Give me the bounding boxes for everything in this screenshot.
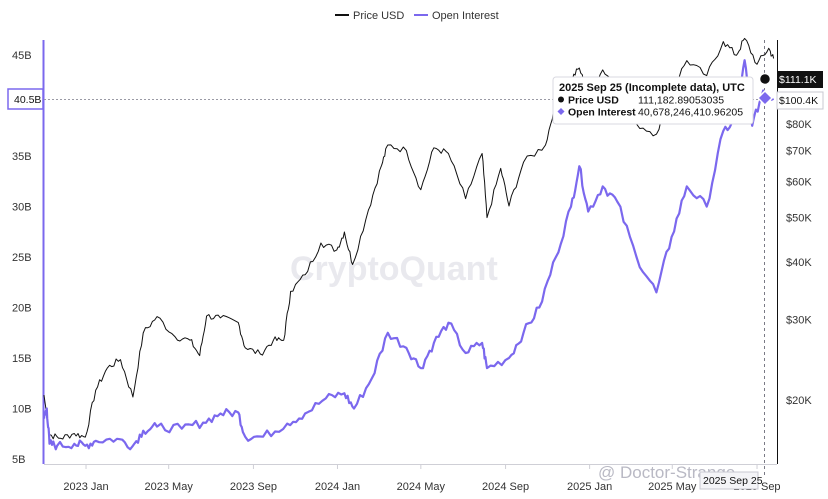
series-layer	[42, 37, 775, 451]
tooltip: 2025 Sep 25 (Incomplete data), UTC Price…	[552, 76, 754, 125]
x-tick-label: 2024 Jan	[315, 481, 360, 493]
x-cursor-label: 2025 Sep 25	[703, 475, 763, 487]
legend-oi-label[interactable]: Open Interest	[432, 10, 499, 22]
price-usd-line	[43, 37, 775, 440]
x-tick-label: 2025 Jan	[567, 481, 612, 493]
right-oi-badge-text: $100.4K	[779, 95, 818, 107]
x-tick-label: 2023 Sep	[230, 481, 277, 493]
left-tick-label: 35B	[12, 151, 32, 163]
left-tick-label: 10B	[12, 403, 32, 415]
x-tick-label: 2024 May	[397, 481, 446, 493]
left-value-badge: 40.5B	[7, 88, 44, 110]
left-axis-ticks: 5B 10B 15B 20B 25B 30B 35B 45B	[12, 50, 32, 466]
watermark-brand: CryptoQuant	[290, 250, 498, 288]
right-tick-label: $70K	[786, 146, 812, 158]
tooltip-oi-dot	[557, 107, 565, 116]
right-tick-label: $80K	[786, 119, 812, 131]
left-badge-text: 40.5B	[14, 94, 41, 106]
left-tick-label: 25B	[12, 252, 32, 264]
legend[interactable]: Price USD Open Interest	[335, 10, 499, 22]
x-axis-ticks: 2023 Jan 2023 May 2023 Sep 2024 Jan 2024 May…	[63, 464, 781, 493]
tooltip-price-label: Price USD	[568, 95, 619, 107]
left-tick-label: 30B	[12, 202, 32, 214]
right-oi-badge: $100.4K	[776, 91, 824, 110]
tooltip-oi-value: 40,678,246,410.96205	[638, 107, 743, 119]
right-price-badge-text: $111.1K	[779, 74, 817, 86]
right-tick-label: $50K	[786, 213, 812, 225]
right-axis-ticks: $20K$30K$40K$50K$60K$70K$80K$90K	[786, 96, 812, 407]
oi-hover-marker	[756, 89, 774, 107]
x-tick-label: 2025 May	[648, 481, 697, 493]
tooltip-price-dot	[558, 96, 564, 103]
x-cursor-badge: 2025 Sep 25	[699, 471, 763, 490]
tooltip-price-value: 111,182.89053035	[638, 95, 724, 107]
open-interest-line	[42, 59, 775, 451]
right-price-badge: $111.1K	[777, 71, 823, 88]
legend-price-label[interactable]: Price USD	[353, 10, 404, 22]
right-tick-label: $40K	[786, 257, 812, 269]
x-tick-label: 2024 Sep	[482, 481, 529, 493]
right-tick-label: $30K	[786, 314, 812, 326]
left-tick-label: 15B	[12, 353, 32, 365]
left-tick-label: 5B	[12, 454, 25, 466]
tooltip-box	[552, 76, 754, 125]
right-tick-label: $60K	[786, 176, 812, 188]
price-hover-marker	[758, 72, 772, 86]
x-tick-label: 2023 May	[145, 481, 194, 493]
right-tick-label: $20K	[786, 395, 812, 407]
tooltip-oi-label: Open Interest	[568, 107, 636, 119]
tooltip-title: 2025 Sep 25 (Incomplete data), UTC	[559, 82, 745, 94]
left-tick-label: 20B	[12, 303, 32, 315]
x-tick-label: 2023 Jan	[63, 481, 108, 493]
left-tick-label: 45B	[12, 50, 32, 62]
